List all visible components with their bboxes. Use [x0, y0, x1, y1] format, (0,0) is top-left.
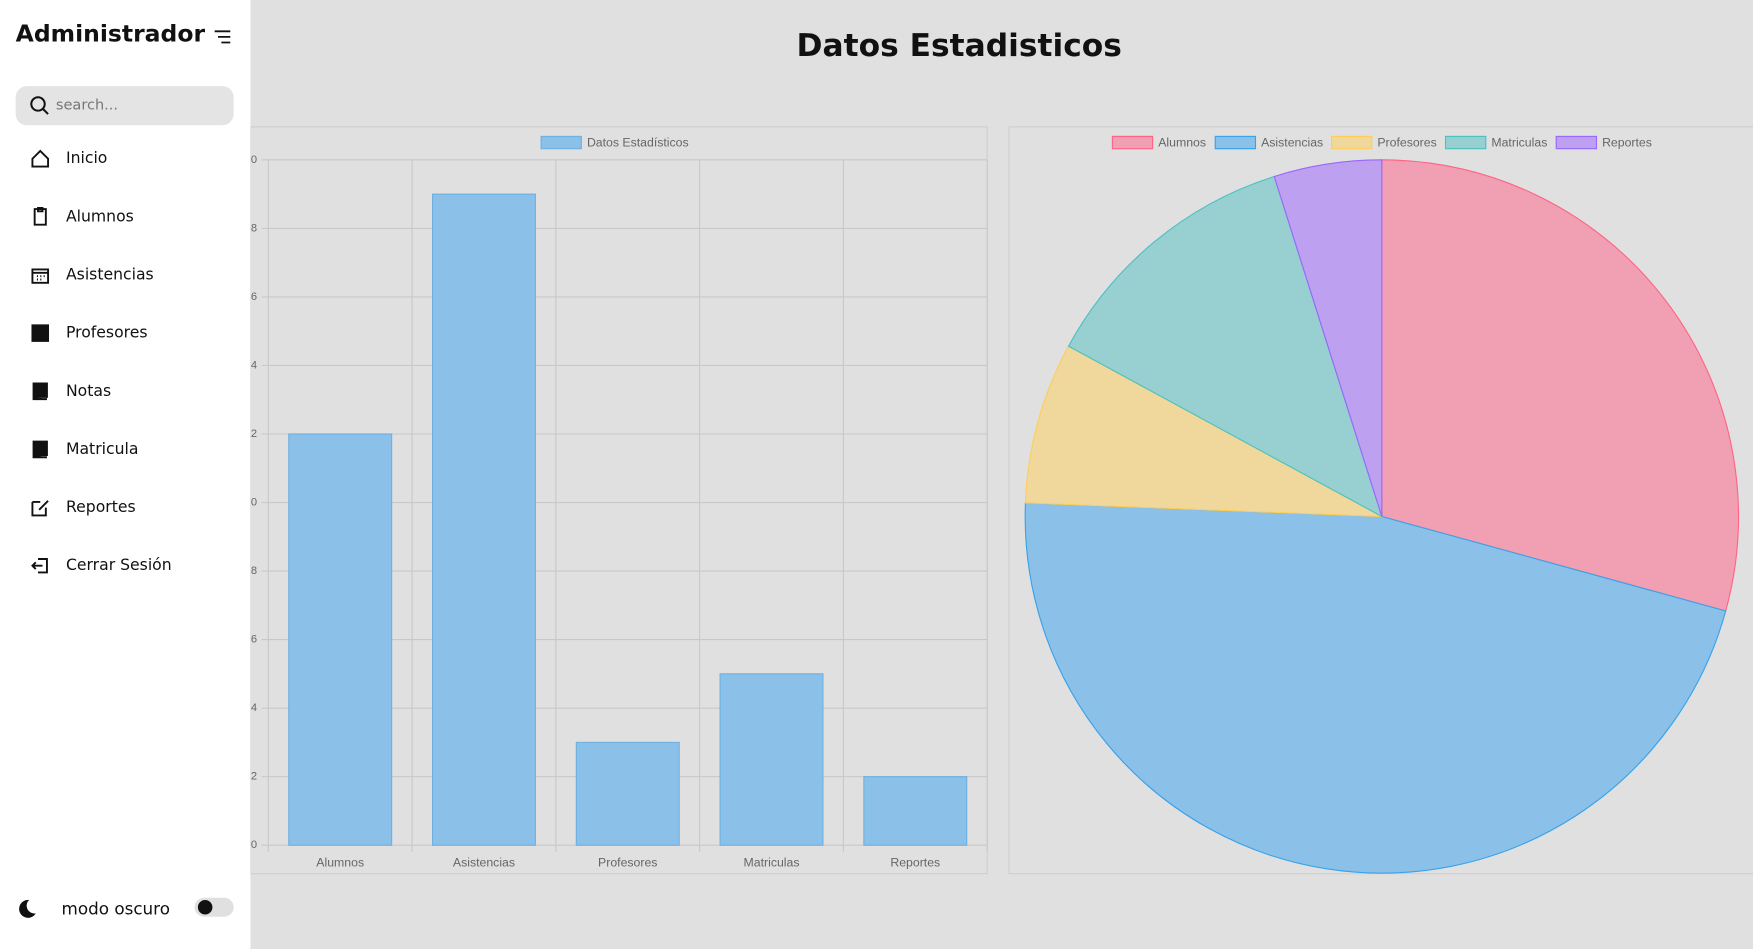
x-tick-label: Asistencias — [453, 855, 515, 869]
pie-slice — [1024, 502, 1727, 874]
y-tick-label: 6 — [251, 634, 257, 646]
y-tick-label: 2 — [251, 771, 257, 783]
bar — [863, 776, 968, 846]
pie-slice — [1067, 175, 1383, 518]
legend-swatch — [1214, 135, 1257, 150]
menu-icon — [31, 149, 50, 168]
menu-icon — [32, 440, 48, 459]
menu-icon — [31, 324, 50, 342]
sidebar: Administrador search... Inicio Alumnos Asi… — [0, 0, 251, 949]
legend-swatch — [1444, 135, 1487, 150]
menu-item[interactable]: Cerrar Sesión — [65, 556, 172, 575]
menu-icon — [31, 558, 48, 574]
menu-icon — [31, 268, 50, 284]
legend-label: Profesores — [1377, 135, 1436, 149]
legend-swatch — [1111, 135, 1154, 150]
menu-item[interactable]: Reportes — [65, 498, 136, 517]
menu-item[interactable]: Alumnos — [65, 207, 134, 226]
dark-mode-label: modo oscuro — [61, 898, 170, 919]
search-placeholder: search... — [55, 97, 119, 115]
bar — [719, 673, 824, 846]
legend-swatch — [1555, 135, 1598, 150]
legend-label: Reportes — [1602, 135, 1652, 149]
menu-icon — [33, 206, 47, 226]
legend-label: Matriculas — [1491, 135, 1547, 149]
search-icon — [30, 96, 49, 115]
legend-label: Asistencias — [1261, 135, 1323, 149]
menu-icon — [31, 500, 49, 517]
menu-item[interactable]: Matricula — [65, 440, 139, 459]
sidebar-title: Administrador — [15, 20, 206, 47]
legend-swatch — [540, 135, 582, 150]
pie-slice — [1024, 345, 1383, 518]
menu-item[interactable]: Asistencias — [65, 266, 154, 284]
menu-item[interactable]: Inicio — [65, 149, 108, 168]
y-tick-label: 0 — [251, 839, 257, 851]
page-title: Datos Estadisticos — [796, 26, 1122, 64]
legend-swatch — [1330, 135, 1373, 150]
menu-icon — [32, 382, 48, 401]
x-tick-label: Matriculas — [744, 855, 800, 869]
search-box[interactable]: search... — [15, 86, 234, 126]
pie-slice — [1273, 159, 1383, 517]
bar — [431, 193, 536, 846]
y-tick-label: 8 — [251, 565, 257, 577]
menu-item[interactable]: Notas — [65, 382, 112, 401]
menu-item[interactable]: Profesores — [65, 324, 148, 343]
pie-slice — [1381, 159, 1740, 612]
x-tick-label: Reportes — [890, 855, 940, 869]
menu-icon[interactable] — [214, 29, 232, 45]
bar — [288, 433, 393, 846]
dark-mode-toggle[interactable] — [194, 897, 234, 917]
y-tick-label: 4 — [251, 702, 257, 714]
bar — [575, 741, 680, 846]
legend-label: Datos Estadísticos — [587, 135, 689, 149]
legend-label: Alumnos — [1158, 135, 1206, 149]
x-tick-label: Alumnos — [316, 855, 364, 869]
x-tick-label: Profesores — [598, 855, 657, 869]
moon-icon — [19, 899, 36, 918]
